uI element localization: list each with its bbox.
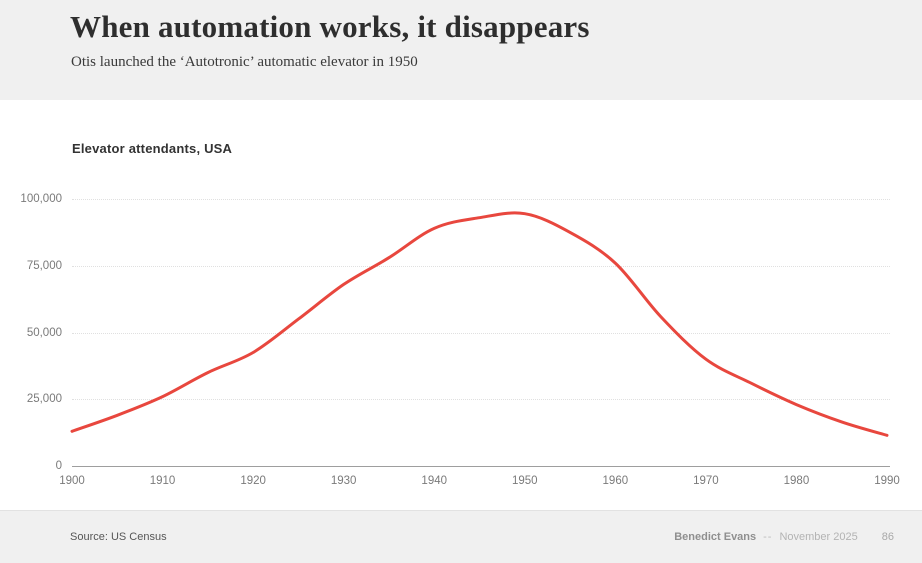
y-tick-label: 25,000 <box>26 393 62 406</box>
x-axis-line <box>72 466 890 467</box>
x-tick-label: 1940 <box>421 475 448 487</box>
x-tick-label: 1960 <box>602 475 629 487</box>
y-tick-label: 50,000 <box>26 326 62 339</box>
line-series-elevator-attendants <box>70 211 889 437</box>
x-tick-label: 1930 <box>330 475 357 487</box>
author-credit: Benedict Evans <box>674 531 757 543</box>
x-tick-label: 1980 <box>783 475 810 487</box>
slide-footer: Source: US Census Benedict Evans -- Nove… <box>0 510 922 563</box>
gridline <box>72 199 890 200</box>
page-number: 86 <box>881 531 894 543</box>
slide-subtitle: Otis launched the ‘Autotronic’ automatic… <box>71 54 418 70</box>
x-tick-label: 1990 <box>874 475 900 487</box>
x-tick-label: 1910 <box>149 475 176 487</box>
slide-header: When automation works, it disappears Oti… <box>0 0 922 100</box>
y-tick-label: 75,000 <box>26 259 62 272</box>
slide-title: When automation works, it disappears <box>70 9 590 44</box>
y-tick-label: 100,000 <box>20 193 62 205</box>
credit-separator: -- <box>763 531 773 543</box>
x-tick-label: 1920 <box>240 475 266 487</box>
x-tick-label: 1970 <box>693 475 719 487</box>
y-tick-label: 0 <box>55 460 62 472</box>
x-tick-label: 1950 <box>511 475 538 487</box>
gridline <box>72 332 890 334</box>
date-label: November 2025 <box>779 531 858 543</box>
x-tick-label: 1900 <box>59 475 85 487</box>
gridline <box>72 265 890 267</box>
chart-series-label: Elevator attendants, USA <box>72 141 233 156</box>
footer-credit: Benedict Evans -- November 2025 86 <box>674 531 894 543</box>
source-note: Source: US Census <box>70 531 167 543</box>
line-series-svg <box>70 211 889 437</box>
gridline <box>72 399 890 401</box>
line-chart: Elevator attendants, USA 0 25,000 50,000 75… <box>0 100 922 510</box>
